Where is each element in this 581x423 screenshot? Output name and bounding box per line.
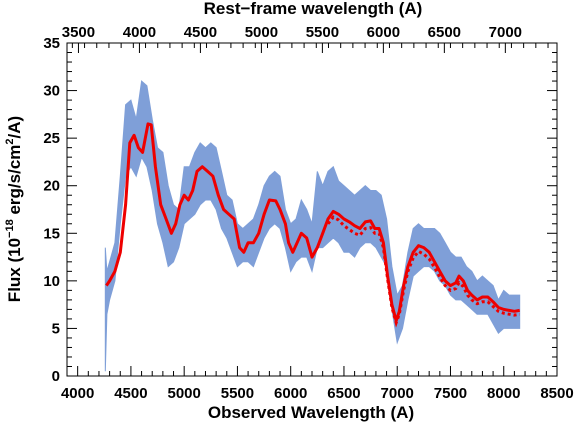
top-tick-label: 3500 bbox=[62, 24, 95, 41]
y-tick-label: 15 bbox=[43, 225, 60, 242]
y-tick-label: 35 bbox=[43, 35, 60, 52]
y-tick-label: 10 bbox=[43, 273, 60, 290]
top-axis-title: Rest−frame wavelength (A) bbox=[204, 0, 423, 18]
y-axis-title-post: /A) bbox=[5, 116, 24, 139]
top-tick-label: 6500 bbox=[428, 24, 461, 41]
observed-spectrum-band bbox=[104, 80, 521, 372]
x-tick-label: 5500 bbox=[221, 385, 254, 402]
y-tick-label: 25 bbox=[43, 130, 60, 147]
y-axis-title-pre: Flux (10 bbox=[5, 238, 24, 302]
y-tick-label: 5 bbox=[52, 320, 60, 337]
x-tick-label: 6000 bbox=[274, 385, 307, 402]
tick-labels: 4000 4500 5000 5500 6000 6500 7000 7500 8000 8500… bbox=[43, 24, 573, 402]
top-tick-label: 6000 bbox=[367, 24, 400, 41]
x-tick-label: 6500 bbox=[327, 385, 360, 402]
y-axis-title: Flux (10−18 erg/s/cm2/A) bbox=[4, 116, 24, 302]
y-tick-label: 30 bbox=[43, 83, 60, 100]
top-tick-label: 5500 bbox=[306, 24, 339, 41]
model-line-solid bbox=[105, 122, 520, 323]
top-tick-label: 5000 bbox=[245, 24, 278, 41]
y-tick-label: 0 bbox=[52, 368, 60, 385]
y-tick-label: 20 bbox=[43, 178, 60, 195]
x-tick-label: 7500 bbox=[434, 385, 467, 402]
x-tick-label: 5000 bbox=[167, 385, 200, 402]
x-tick-label: 4000 bbox=[61, 385, 94, 402]
top-tick-label: 7000 bbox=[489, 24, 522, 41]
x-axis-title: Observed Wavelength (A) bbox=[208, 403, 414, 422]
model-line-dotted bbox=[326, 215, 520, 328]
y-axis-title-squared: 2 bbox=[4, 138, 16, 144]
x-tick-label: 8500 bbox=[540, 385, 573, 402]
tick-marks bbox=[66, 42, 558, 377]
x-tick-label: 7000 bbox=[381, 385, 414, 402]
y-axis-title-mid: erg/s/cm bbox=[5, 145, 24, 220]
top-tick-label: 4000 bbox=[123, 24, 156, 41]
top-tick-label: 4500 bbox=[184, 24, 217, 41]
y-axis-title-exponent: −18 bbox=[4, 219, 16, 238]
x-tick-label: 8000 bbox=[487, 385, 520, 402]
x-tick-label: 4500 bbox=[114, 385, 147, 402]
